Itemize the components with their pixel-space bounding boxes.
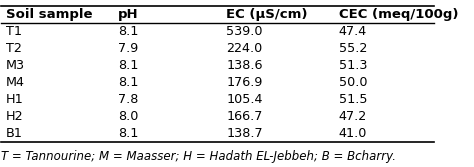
Text: T = Tannourine; M = Maasser; H = Hadath EL-Jebbeh; B = Bcharry.: T = Tannourine; M = Maasser; H = Hadath … <box>1 150 396 163</box>
Text: 8.1: 8.1 <box>118 59 138 72</box>
Text: 51.3: 51.3 <box>339 59 367 72</box>
Text: B1: B1 <box>6 127 23 140</box>
Text: H2: H2 <box>6 110 23 123</box>
Text: M4: M4 <box>6 76 25 89</box>
Text: 176.9: 176.9 <box>226 76 263 89</box>
Text: M3: M3 <box>6 59 25 72</box>
Text: 8.1: 8.1 <box>118 127 138 140</box>
Text: 7.8: 7.8 <box>118 93 138 106</box>
Text: 138.7: 138.7 <box>226 127 263 140</box>
Text: 55.2: 55.2 <box>339 42 367 55</box>
Text: pH: pH <box>118 8 139 21</box>
Text: 47.2: 47.2 <box>339 110 367 123</box>
Text: CEC (meq/100g): CEC (meq/100g) <box>339 8 458 21</box>
Text: 51.5: 51.5 <box>339 93 367 106</box>
Text: 224.0: 224.0 <box>226 42 263 55</box>
Text: 138.6: 138.6 <box>226 59 263 72</box>
Text: 166.7: 166.7 <box>226 110 263 123</box>
Text: T2: T2 <box>6 42 22 55</box>
Text: 50.0: 50.0 <box>339 76 367 89</box>
Text: 8.0: 8.0 <box>118 110 138 123</box>
Text: 8.1: 8.1 <box>118 76 138 89</box>
Text: 105.4: 105.4 <box>226 93 263 106</box>
Text: EC (μS/cm): EC (μS/cm) <box>226 8 308 21</box>
Text: 7.9: 7.9 <box>118 42 138 55</box>
Text: T1: T1 <box>6 25 22 38</box>
Text: 539.0: 539.0 <box>226 25 263 38</box>
Text: 8.1: 8.1 <box>118 25 138 38</box>
Text: 47.4: 47.4 <box>339 25 367 38</box>
Text: H1: H1 <box>6 93 24 106</box>
Text: 41.0: 41.0 <box>339 127 367 140</box>
Text: Soil sample: Soil sample <box>6 8 92 21</box>
